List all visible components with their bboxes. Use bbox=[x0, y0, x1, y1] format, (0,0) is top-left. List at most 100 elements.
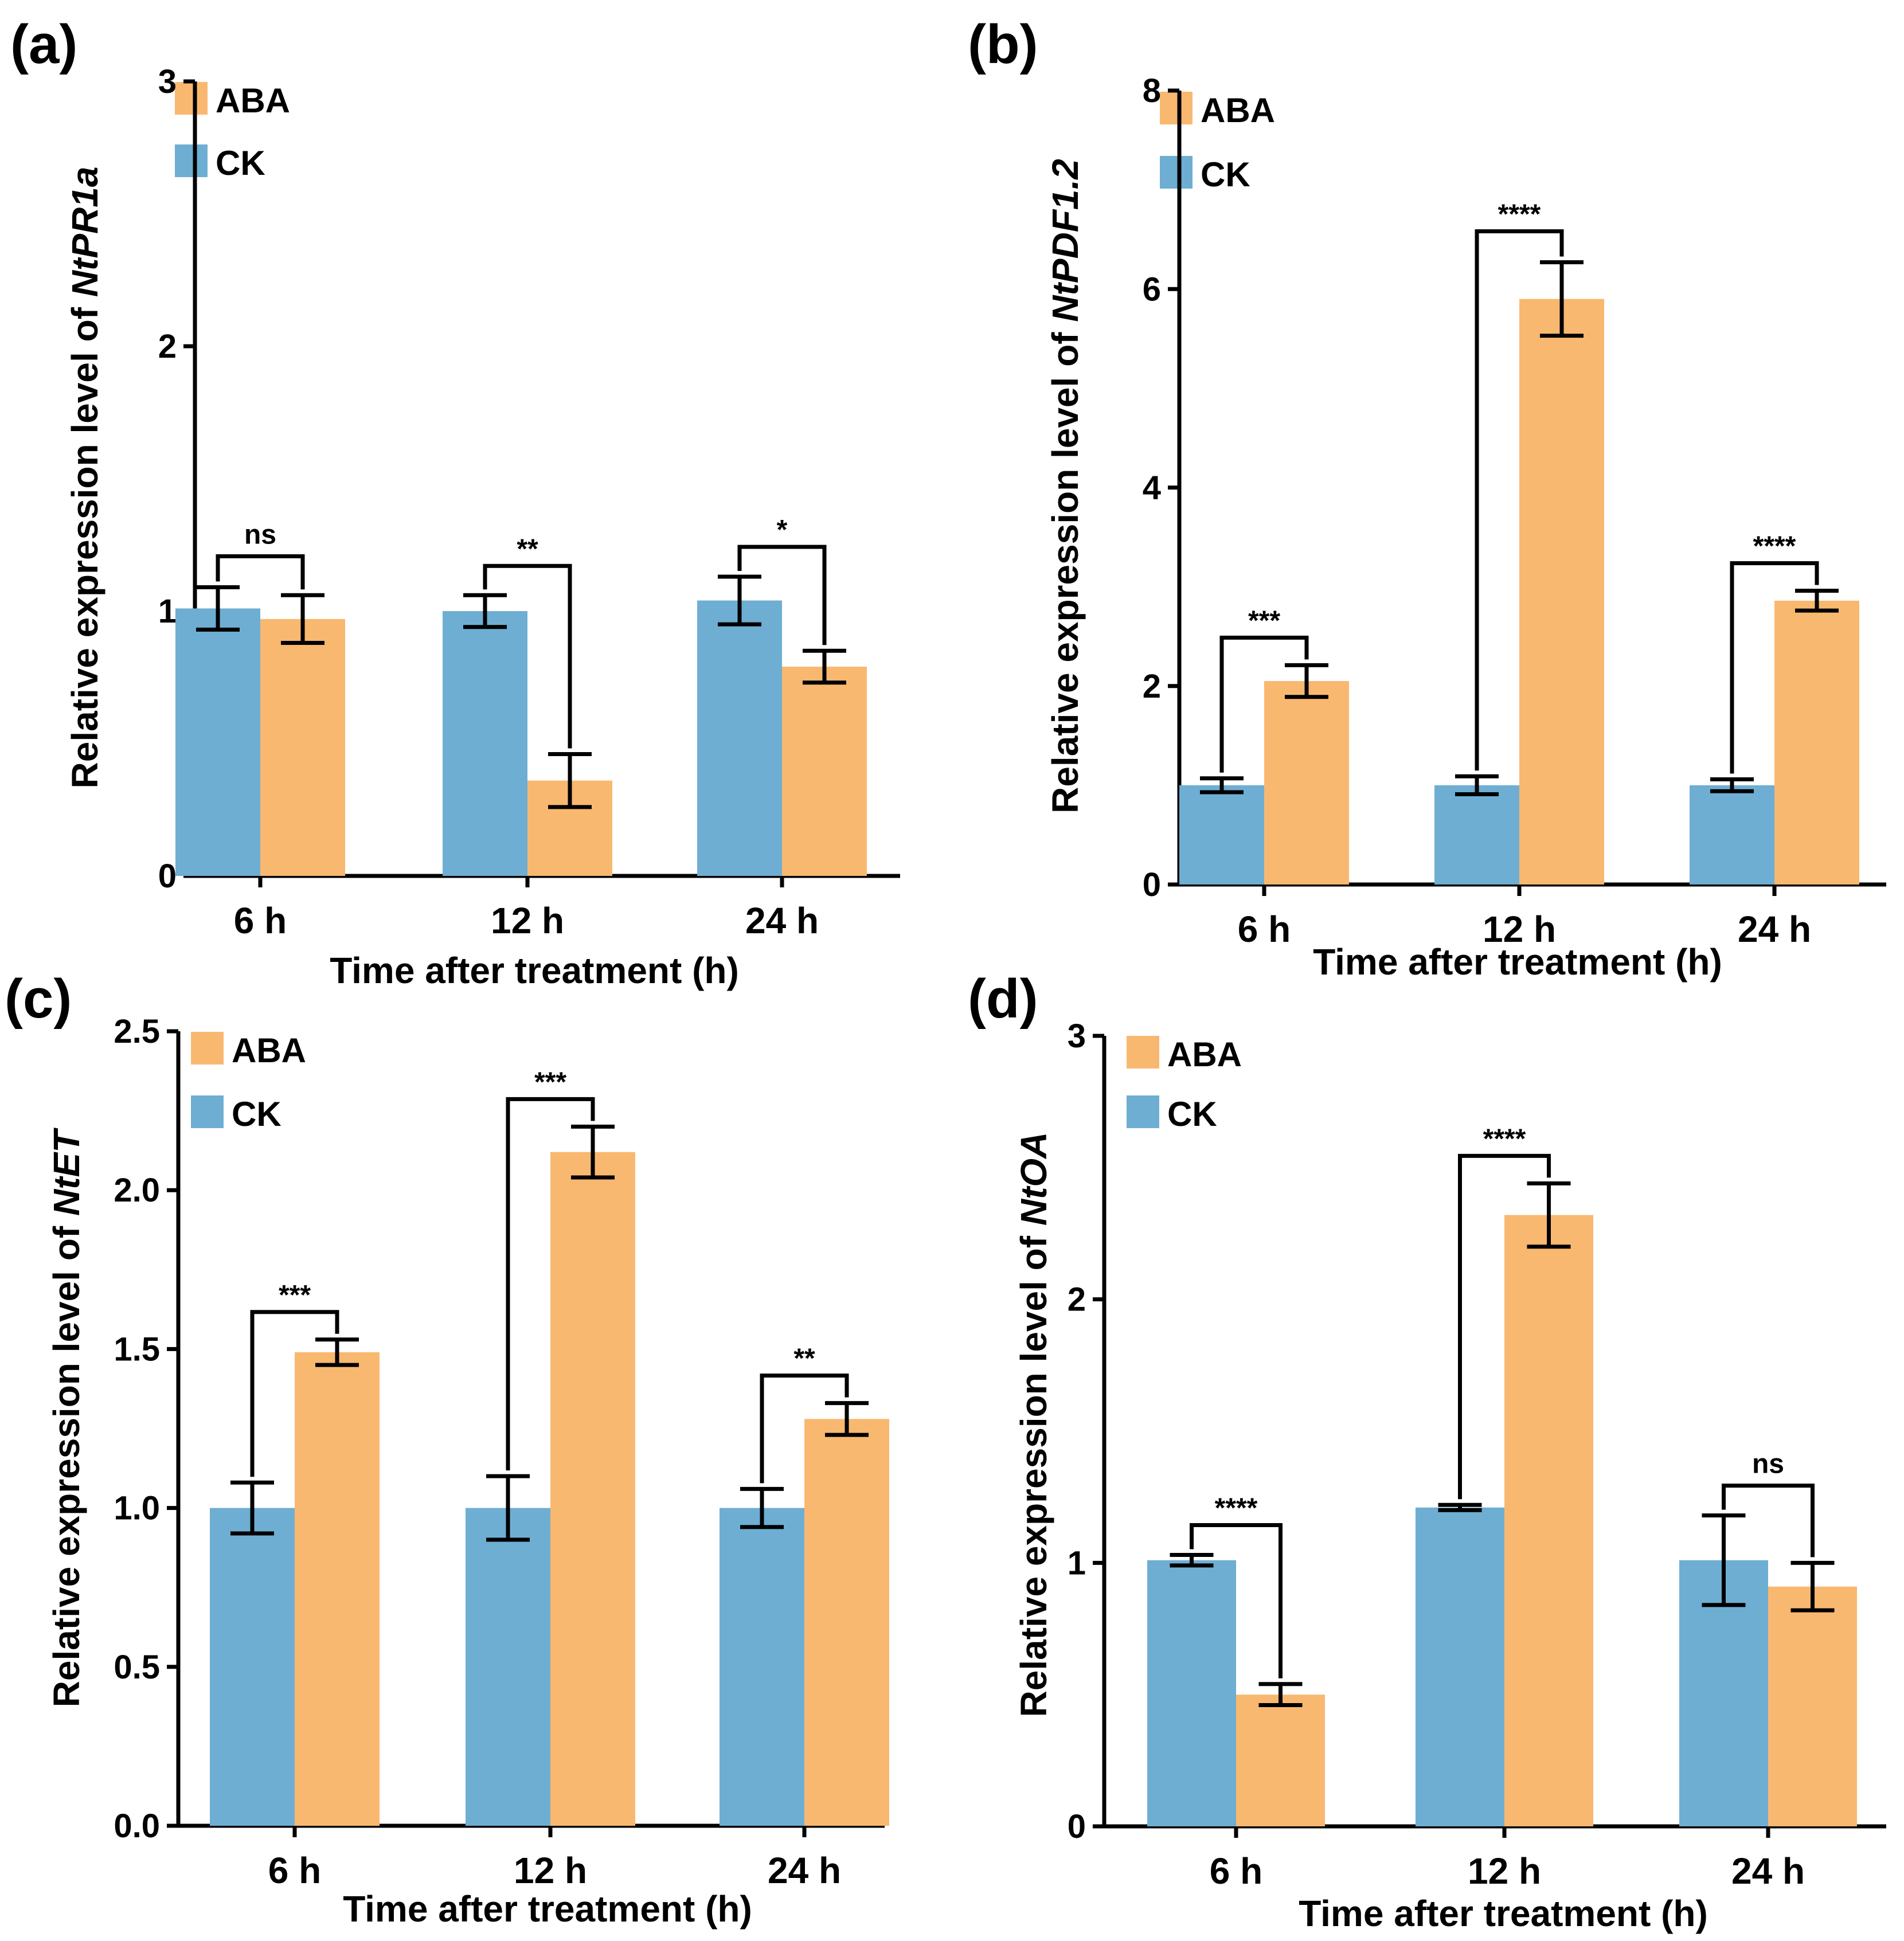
chart-marks: 0.00.51.01.52.02.56 h 12 h 24 h******** bbox=[114, 1013, 889, 1891]
significance-label: ns bbox=[244, 519, 276, 550]
legend-swatch-ck bbox=[1160, 156, 1193, 189]
bar-aba bbox=[260, 619, 345, 876]
significance-label: ns bbox=[1752, 1449, 1784, 1480]
error-bar bbox=[1258, 1682, 1303, 1708]
significance-bracket bbox=[506, 1097, 595, 1471]
significance-bracket bbox=[1722, 1484, 1815, 1558]
x-tick-label: 6 h bbox=[1210, 1850, 1262, 1892]
bar-aba bbox=[295, 1352, 380, 1826]
bar-ck bbox=[210, 1508, 295, 1826]
y-axis-title: Relative expression level of NtPDF1.2 bbox=[1045, 159, 1086, 813]
bar-ck bbox=[1179, 785, 1264, 885]
significance-label: *** bbox=[534, 1067, 566, 1097]
significance-label: *** bbox=[1248, 605, 1280, 636]
legend-label-ck: CK bbox=[232, 1095, 282, 1133]
significance-bracket bbox=[483, 563, 572, 749]
legend-swatch-aba bbox=[175, 82, 208, 115]
legend-swatch-ck bbox=[1127, 1095, 1159, 1128]
bar-aba bbox=[1519, 299, 1604, 885]
legend-label-aba: ABA bbox=[232, 1031, 306, 1070]
legend-swatch-aba bbox=[1127, 1036, 1159, 1069]
x-tick-label: 6 h bbox=[1238, 909, 1291, 950]
x-tick-label: 24 h bbox=[768, 1850, 841, 1891]
y-tick-label: 2 bbox=[1068, 1281, 1086, 1318]
y-tick-label: 3 bbox=[158, 63, 177, 100]
bar-ck bbox=[1416, 1507, 1504, 1826]
y-axis-title: Relative expression level of NtPR1a bbox=[64, 167, 105, 789]
chart-marks: 0 1 2 3 6 h 12 h 24 h **** **** ns bbox=[1068, 1018, 1886, 1892]
significance-label: **** bbox=[1498, 199, 1541, 230]
y-tick-label: 6 bbox=[1143, 271, 1161, 308]
y-tick-label: 0.5 bbox=[114, 1649, 160, 1686]
legend-swatch-aba bbox=[191, 1032, 224, 1065]
significance-bracket bbox=[1219, 635, 1309, 773]
x-tick-label: 24 h bbox=[1738, 909, 1811, 950]
x-axis-title: Time after treatment (h) bbox=[330, 950, 739, 991]
error-bar bbox=[825, 1401, 869, 1437]
x-axis-title: Time after treatment (h) bbox=[343, 1888, 752, 1930]
y-tick-label: 1 bbox=[1068, 1544, 1086, 1582]
significance-label: **** bbox=[1215, 1493, 1258, 1524]
error-bar bbox=[1540, 260, 1584, 338]
error-bar bbox=[718, 574, 761, 627]
error-bar bbox=[1527, 1181, 1571, 1249]
bar-aba bbox=[1504, 1215, 1593, 1826]
significance-bracket bbox=[1730, 561, 1819, 774]
legend-label-ck: CK bbox=[1167, 1095, 1217, 1133]
error-bar bbox=[196, 585, 240, 632]
y-axis-title: Relative expression level of NtET bbox=[46, 1128, 87, 1708]
bar-ck bbox=[1434, 785, 1519, 885]
y-tick-label: 4 bbox=[1143, 469, 1161, 507]
legend-label-ck: CK bbox=[1201, 155, 1250, 194]
bar-aba bbox=[550, 1152, 635, 1826]
significance-label: ** bbox=[517, 534, 538, 564]
x-tick-label: 24 h bbox=[1731, 1850, 1805, 1892]
y-tick-label: 2.5 bbox=[114, 1013, 160, 1050]
bar-aba bbox=[1236, 1695, 1325, 1826]
error-bar bbox=[1285, 663, 1328, 699]
x-tick-label: 12 h bbox=[1468, 1850, 1541, 1892]
x-tick-label: 24 h bbox=[745, 900, 819, 941]
panel-d: (d) Relative expression level of NtOA Ti… bbox=[968, 968, 1886, 1934]
y-tick-label: 1.0 bbox=[114, 1490, 160, 1527]
error-bar bbox=[281, 593, 324, 645]
error-bar bbox=[463, 593, 507, 629]
panel-a: (a) Relative expression level of NtPR1a … bbox=[10, 14, 900, 991]
y-axis-title: Relative expression level of NtOA bbox=[1013, 1132, 1054, 1717]
panel-label: (b) bbox=[968, 14, 1038, 75]
bar-ck bbox=[443, 611, 527, 876]
error-bar bbox=[740, 1486, 784, 1529]
error-bar bbox=[1702, 1513, 1746, 1607]
error-bar bbox=[571, 1124, 615, 1180]
panel-label: (c) bbox=[5, 968, 72, 1030]
panel-label: (d) bbox=[968, 968, 1038, 1030]
significance-bracket bbox=[1458, 1153, 1551, 1500]
legend-swatch-ck bbox=[175, 144, 208, 177]
error-bar bbox=[1170, 1553, 1214, 1568]
bar-ck bbox=[466, 1508, 550, 1826]
significance-label: * bbox=[777, 515, 788, 545]
y-tick-label: 2.0 bbox=[114, 1172, 160, 1209]
bar-ck bbox=[697, 600, 782, 876]
legend-label-aba: ABA bbox=[216, 81, 290, 120]
y-tick-label: 0 bbox=[158, 858, 177, 895]
panel-c: (c) Relative expression level of NtET Ti… bbox=[5, 968, 889, 1930]
legend-label-aba: ABA bbox=[1201, 91, 1275, 130]
bar-ck bbox=[1147, 1560, 1236, 1826]
x-tick-label: 12 h bbox=[491, 900, 564, 941]
significance-label: ** bbox=[793, 1344, 815, 1374]
significance-bracket bbox=[216, 554, 305, 590]
significance-label: **** bbox=[1483, 1124, 1526, 1154]
y-tick-label: 0 bbox=[1068, 1808, 1086, 1845]
error-bar bbox=[1438, 1502, 1482, 1512]
significance-bracket bbox=[760, 1373, 849, 1484]
x-axis-title: Time after treatment (h) bbox=[1313, 941, 1722, 983]
legend-label-aba: ABA bbox=[1167, 1035, 1242, 1074]
legend-swatch-ck bbox=[191, 1095, 224, 1128]
y-tick-label: 1 bbox=[158, 593, 177, 630]
y-tick-label: 1.5 bbox=[114, 1330, 160, 1368]
x-tick-label: 12 h bbox=[1483, 909, 1556, 950]
x-tick-label: 6 h bbox=[234, 900, 287, 941]
legend-label-ck: CK bbox=[216, 144, 265, 182]
bar-ck bbox=[175, 608, 260, 876]
